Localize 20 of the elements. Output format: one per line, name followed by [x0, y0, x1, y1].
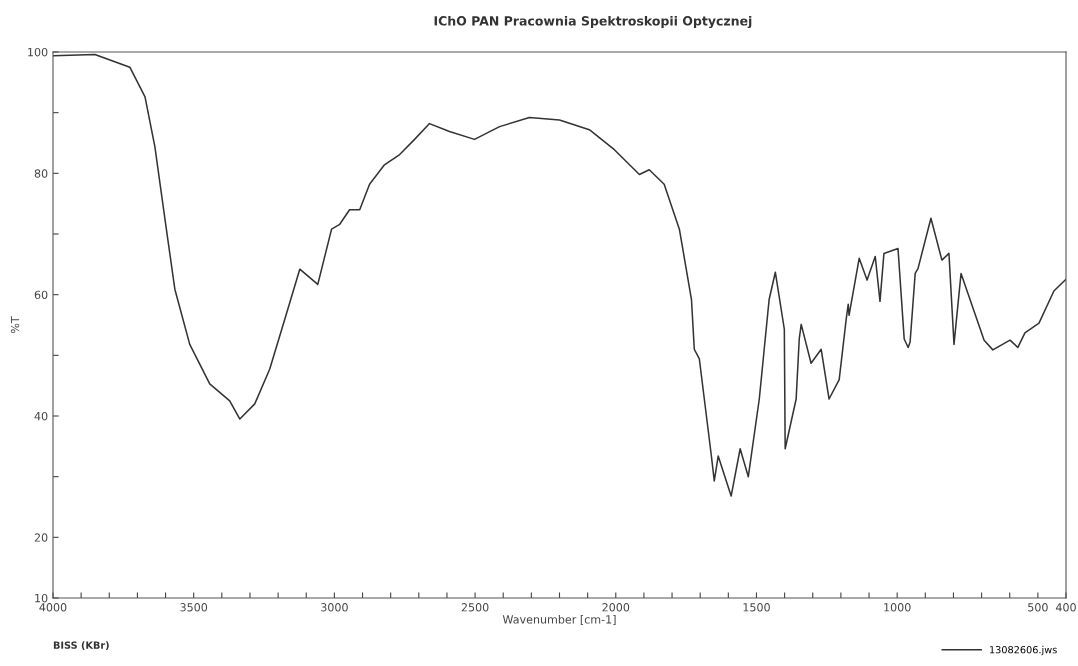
y-tick-label: 10 — [35, 593, 48, 603]
y-tick-label: 60 — [34, 290, 48, 300]
x-tick-label: 3500 — [180, 603, 208, 612]
text: BISS (KBr) — [53, 641, 109, 650]
y-tick-label: 100 — [28, 47, 48, 57]
x-tick-label: 400 — [1055, 603, 1076, 612]
x-tick-label: 3000 — [321, 603, 348, 612]
x-tick-label: 2500 — [461, 603, 489, 612]
x-tick-label: 4000 — [39, 603, 67, 612]
y-tick-label: 80 — [34, 169, 48, 178]
y-tick-label: 20 — [34, 533, 48, 542]
x-tick-label: 1000 — [884, 603, 911, 612]
y-axis-title: %T — [10, 316, 20, 334]
x-axis-title: Wavenumber [cm-1] — [502, 615, 616, 625]
chart-title: IChO PAN Pracownia Spektroskopii Optycznej — [434, 15, 752, 29]
legend-label: 13082606.jws — [990, 645, 1057, 656]
x-tick-label: 1500 — [743, 603, 770, 612]
x-tick-label: 500 — [1028, 603, 1048, 612]
y-tick-label: 40 — [34, 411, 48, 421]
x-tick-label: 2000 — [602, 603, 630, 612]
